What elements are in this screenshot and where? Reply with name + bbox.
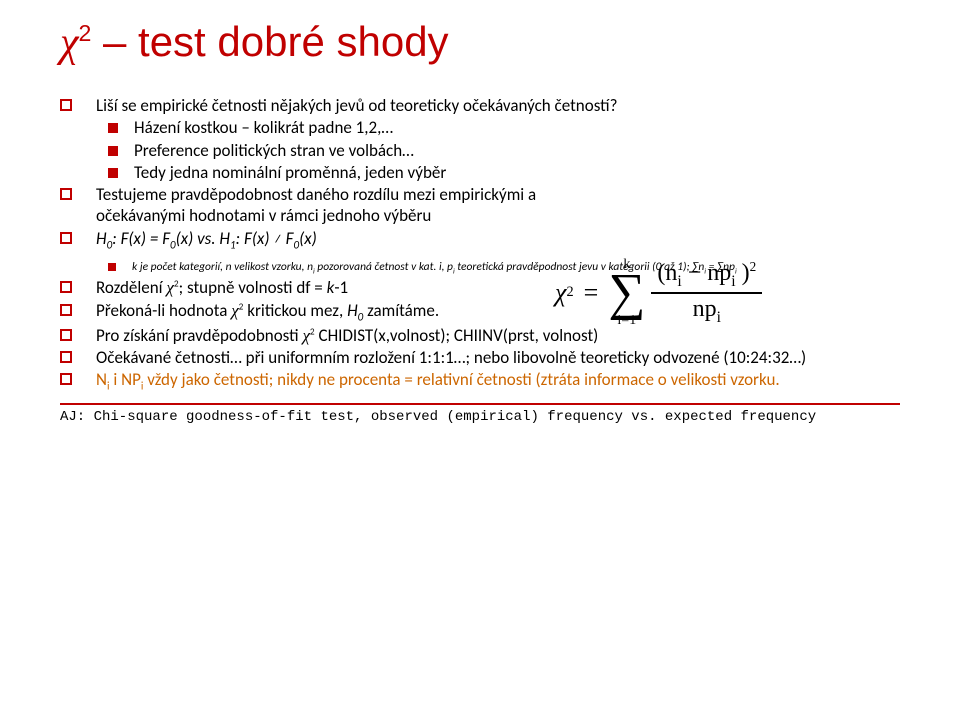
bullet-4: k je počet kategorií, n velikost vzorku,…: [108, 260, 922, 277]
bullet-marker-open: [60, 351, 72, 363]
bullet-marker-fill: [108, 123, 118, 133]
bullet-marker-open: [60, 329, 72, 341]
bullet-marker-open: [60, 281, 72, 293]
bullet-marker-open: [60, 304, 72, 316]
bullet-7: Pro získání pravděpodobnosti χ2 CHIDIST(…: [60, 325, 922, 346]
bullet-9-text: Ni i NPi vždy jako četnosti; nikdy ne pr…: [96, 369, 922, 393]
bullet-1a: Házení kostkou – kolikrát padne 1,2,…: [108, 117, 922, 138]
bullet-8: Očekávané četnosti… při uniformním rozlo…: [60, 347, 922, 368]
bullet-1c-text: Tedy jedna nominální proměnná, jeden výb…: [134, 162, 922, 183]
bullet-1b-text: Preference politických stran ve volbách…: [134, 140, 922, 161]
bullet-3: H0: F(x) = F0(x) vs. H1: F(x) ≠ F0(x): [60, 228, 922, 252]
title-sup: 2: [78, 20, 91, 46]
bullet-marker-fill: [108, 263, 116, 271]
bullet-marker-open: [60, 99, 72, 111]
bullet-1a-text: Házení kostkou – kolikrát padne 1,2,…: [134, 117, 922, 138]
chi-square-formula: χ2 = k ∑ i=1 (ni − npi )2 npi: [555, 258, 762, 328]
bullet-marker-open: [60, 232, 72, 244]
formula-eq: =: [584, 278, 599, 308]
formula-fraction: (ni − npi )2 npi: [651, 260, 762, 326]
bullet-1: Liší se empirické četnosti nějakých jevů…: [60, 95, 922, 116]
bullet-1b: Preference politických stran ve volbách…: [108, 140, 922, 161]
title-text: – test dobré shody: [91, 18, 448, 65]
slide-title: χ2 – test dobré shody: [60, 18, 922, 67]
bullet-6: Překoná-li hodnota χ2 kritickou mez, H0 …: [60, 300, 922, 324]
bullet-7-text: Pro získání pravděpodobnosti χ2 CHIDIST(…: [96, 325, 922, 346]
title-chi: χ: [60, 20, 78, 66]
bullet-9: Ni i NPi vždy jako četnosti; nikdy ne pr…: [60, 369, 922, 393]
bullet-5: Rozdělení χ2; stupně volnosti df = k-1: [60, 277, 922, 298]
bullet-marker-fill: [108, 168, 118, 178]
bullet-1-text: Liší se empirické četnosti nějakých jevů…: [96, 95, 922, 116]
bullet-marker-open: [60, 188, 72, 200]
formula-chi: χ: [555, 278, 566, 308]
bullet-2-text: Testujeme pravděpodobnost daného rozdílu…: [96, 184, 576, 227]
bullet-2: Testujeme pravděpodobnost daného rozdílu…: [60, 184, 922, 227]
bullet-8-text: Očekávané četnosti… při uniformním rozlo…: [96, 347, 922, 368]
bullet-marker-fill: [108, 146, 118, 156]
bullet-1c: Tedy jedna nominální proměnná, jeden výb…: [108, 162, 922, 183]
bullet-marker-open: [60, 373, 72, 385]
bullet-6-text: Překoná-li hodnota χ2 kritickou mez, H0 …: [96, 300, 922, 324]
bullet-4-text: k je počet kategorií, n velikost vzorku,…: [132, 260, 922, 277]
footer-text: AJ: Chi-square goodness-of-fit test, obs…: [60, 409, 922, 425]
formula-sigma: k ∑ i=1: [608, 258, 645, 328]
formula-sq: 2: [566, 284, 573, 301]
footer-divider: [60, 403, 900, 405]
bullet-3-text: H0: F(x) = F0(x) vs. H1: F(x) ≠ F0(x): [96, 228, 922, 252]
bullet-5-text: Rozdělení χ2; stupně volnosti df = k-1: [96, 277, 922, 298]
